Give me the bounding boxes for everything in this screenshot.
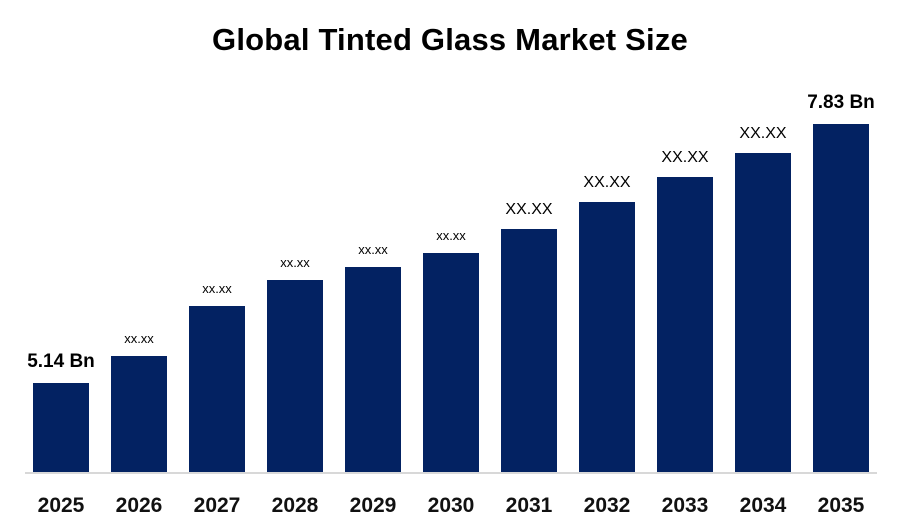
bar-value-label: XX.XX bbox=[583, 174, 631, 192]
x-axis-label: 2028 bbox=[271, 494, 319, 517]
x-axis-label: 2026 bbox=[115, 494, 163, 517]
bar-column: XX.XX bbox=[568, 174, 646, 472]
x-axis-label: 2025 bbox=[37, 494, 85, 517]
bar-value-label: XX.XX bbox=[505, 201, 553, 219]
chart-title: Global Tinted Glass Market Size bbox=[212, 22, 688, 57]
x-axis-label: 2035 bbox=[817, 494, 865, 517]
x-axis-labels: 2025 2026 2027 2028 2029 2030 2031 2032 2033 2034… bbox=[22, 494, 880, 518]
bar bbox=[579, 202, 635, 472]
bar-column: XX.XX bbox=[490, 201, 568, 472]
bar-value-label: xx.xx bbox=[280, 254, 310, 270]
x-axis-line bbox=[25, 472, 877, 474]
bar-column: XX.XX bbox=[724, 125, 802, 472]
bar-value-label: xx.xx bbox=[202, 280, 232, 296]
bar-column: xx.xx bbox=[100, 330, 178, 472]
bar bbox=[423, 253, 479, 472]
bar-value-label: xx.xx bbox=[436, 227, 466, 243]
bar bbox=[267, 280, 323, 472]
x-axis-label: 2033 bbox=[661, 494, 709, 517]
x-axis-label: 2027 bbox=[193, 494, 241, 517]
bar-value-label: 7.83 Bn bbox=[807, 92, 875, 114]
bar-column: xx.xx bbox=[412, 227, 490, 472]
bar bbox=[111, 356, 167, 472]
x-axis-label: 2031 bbox=[505, 494, 553, 517]
bar-value-label: XX.XX bbox=[661, 149, 709, 167]
bar bbox=[735, 153, 791, 472]
bar-column: xx.xx bbox=[178, 280, 256, 472]
bar-value-label: XX.XX bbox=[739, 125, 787, 143]
bar bbox=[345, 267, 401, 472]
bar bbox=[657, 177, 713, 472]
bar-column: xx.xx bbox=[334, 241, 412, 472]
bar-column: XX.XX bbox=[646, 149, 724, 472]
x-axis-label: 2032 bbox=[583, 494, 631, 517]
bar-column: 5.14 Bn bbox=[22, 351, 100, 472]
x-axis-label: 2030 bbox=[427, 494, 475, 517]
x-axis-label: 2034 bbox=[739, 494, 787, 517]
bar bbox=[501, 229, 557, 472]
bar-value-label: xx.xx bbox=[124, 330, 154, 346]
x-axis-label: 2029 bbox=[349, 494, 397, 517]
bar bbox=[33, 383, 89, 472]
bar bbox=[813, 124, 869, 472]
bar-value-label: xx.xx bbox=[358, 241, 388, 257]
bar-column: xx.xx bbox=[256, 254, 334, 472]
bar bbox=[189, 306, 245, 472]
bar-value-label: 5.14 Bn bbox=[27, 351, 95, 373]
bars-row: 5.14 Bn xx.xx xx.xx xx.xx xx.xx xx.xx XX.XX XX.… bbox=[22, 92, 880, 472]
bar-column: 7.83 Bn bbox=[802, 92, 880, 472]
